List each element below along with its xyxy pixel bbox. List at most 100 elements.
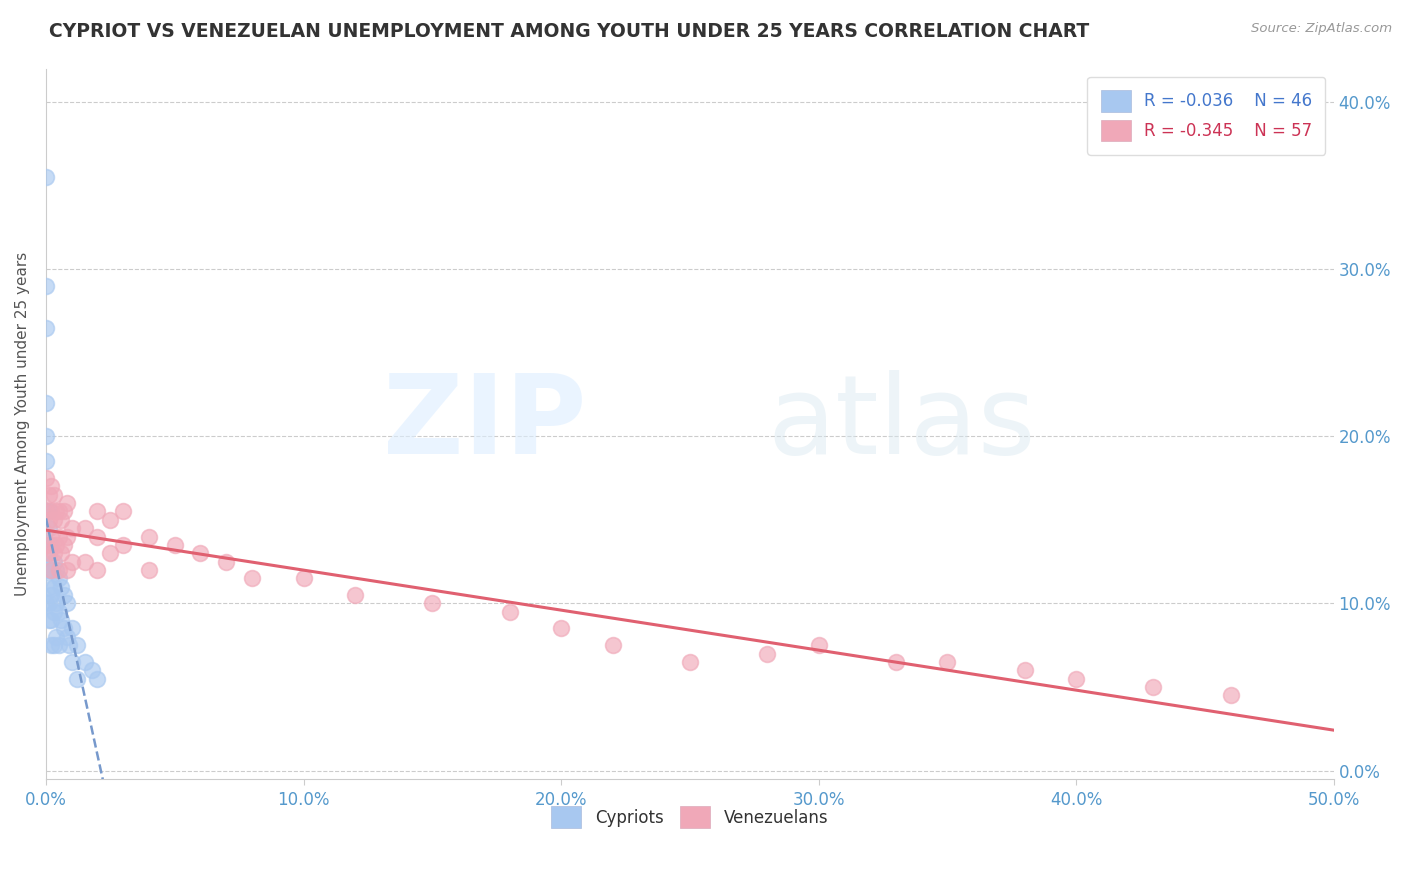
Point xyxy=(66,672,89,686)
Point xyxy=(112,538,135,552)
Point xyxy=(190,546,212,560)
Point xyxy=(35,320,58,334)
Point xyxy=(35,504,58,518)
Point xyxy=(39,638,62,652)
Point xyxy=(1142,680,1164,694)
Point xyxy=(48,638,70,652)
Point xyxy=(73,655,96,669)
Point xyxy=(86,530,108,544)
Point xyxy=(48,530,70,544)
Point xyxy=(73,521,96,535)
Point xyxy=(82,663,104,677)
Point xyxy=(86,672,108,686)
Point xyxy=(240,571,263,585)
Point xyxy=(38,546,60,560)
Y-axis label: Unemployment Among Youth under 25 years: Unemployment Among Youth under 25 years xyxy=(15,252,30,596)
Point xyxy=(66,638,89,652)
Point xyxy=(42,555,65,569)
Point xyxy=(35,563,58,577)
Point xyxy=(38,521,60,535)
Point xyxy=(42,605,65,619)
Point xyxy=(51,580,73,594)
Point xyxy=(60,655,83,669)
Point xyxy=(138,530,160,544)
Point xyxy=(51,613,73,627)
Point xyxy=(602,638,624,652)
Point xyxy=(38,596,60,610)
Point xyxy=(48,504,70,518)
Point xyxy=(112,504,135,518)
Legend: Cypriots, Venezuelans: Cypriots, Venezuelans xyxy=(544,800,835,835)
Point xyxy=(38,563,60,577)
Point xyxy=(550,622,572,636)
Point xyxy=(48,563,70,577)
Point xyxy=(38,580,60,594)
Point xyxy=(1014,663,1036,677)
Point xyxy=(45,538,67,552)
Text: Source: ZipAtlas.com: Source: ZipAtlas.com xyxy=(1251,22,1392,36)
Point xyxy=(48,605,70,619)
Point xyxy=(38,488,60,502)
Point xyxy=(53,538,76,552)
Text: ZIP: ZIP xyxy=(384,370,586,477)
Point xyxy=(38,613,60,627)
Point xyxy=(42,546,65,560)
Point xyxy=(42,488,65,502)
Point xyxy=(498,605,520,619)
Point xyxy=(55,596,77,610)
Point xyxy=(60,555,83,569)
Point xyxy=(35,538,58,552)
Point xyxy=(42,513,65,527)
Point xyxy=(55,530,77,544)
Point xyxy=(45,630,67,644)
Point xyxy=(35,538,58,552)
Point xyxy=(38,546,60,560)
Point xyxy=(39,563,62,577)
Point xyxy=(51,513,73,527)
Point xyxy=(35,278,58,293)
Point xyxy=(55,563,77,577)
Point xyxy=(55,630,77,644)
Point xyxy=(420,596,443,610)
Point xyxy=(343,588,366,602)
Point xyxy=(60,521,83,535)
Point xyxy=(39,479,62,493)
Point xyxy=(53,504,76,518)
Point xyxy=(163,538,186,552)
Point xyxy=(42,638,65,652)
Point xyxy=(86,563,108,577)
Point xyxy=(35,596,58,610)
Point xyxy=(35,170,58,185)
Point xyxy=(807,638,830,652)
Point xyxy=(39,588,62,602)
Point xyxy=(39,504,62,518)
Point xyxy=(35,504,58,518)
Text: atlas: atlas xyxy=(768,370,1036,477)
Point xyxy=(936,655,959,669)
Point xyxy=(53,588,76,602)
Text: CYPRIOT VS VENEZUELAN UNEMPLOYMENT AMONG YOUTH UNDER 25 YEARS CORRELATION CHART: CYPRIOT VS VENEZUELAN UNEMPLOYMENT AMONG… xyxy=(49,22,1090,41)
Point xyxy=(39,530,62,544)
Point xyxy=(53,622,76,636)
Point xyxy=(58,638,80,652)
Point xyxy=(60,622,83,636)
Point xyxy=(1064,672,1087,686)
Point xyxy=(138,563,160,577)
Point xyxy=(98,546,121,560)
Point xyxy=(39,538,62,552)
Point xyxy=(45,596,67,610)
Point xyxy=(73,555,96,569)
Point xyxy=(39,613,62,627)
Point xyxy=(35,396,58,410)
Point xyxy=(35,429,58,443)
Point xyxy=(98,513,121,527)
Point xyxy=(35,454,58,468)
Point xyxy=(292,571,315,585)
Point xyxy=(86,504,108,518)
Point xyxy=(38,504,60,518)
Point xyxy=(42,580,65,594)
Point xyxy=(756,647,779,661)
Point xyxy=(39,563,62,577)
Point xyxy=(45,504,67,518)
Point xyxy=(679,655,702,669)
